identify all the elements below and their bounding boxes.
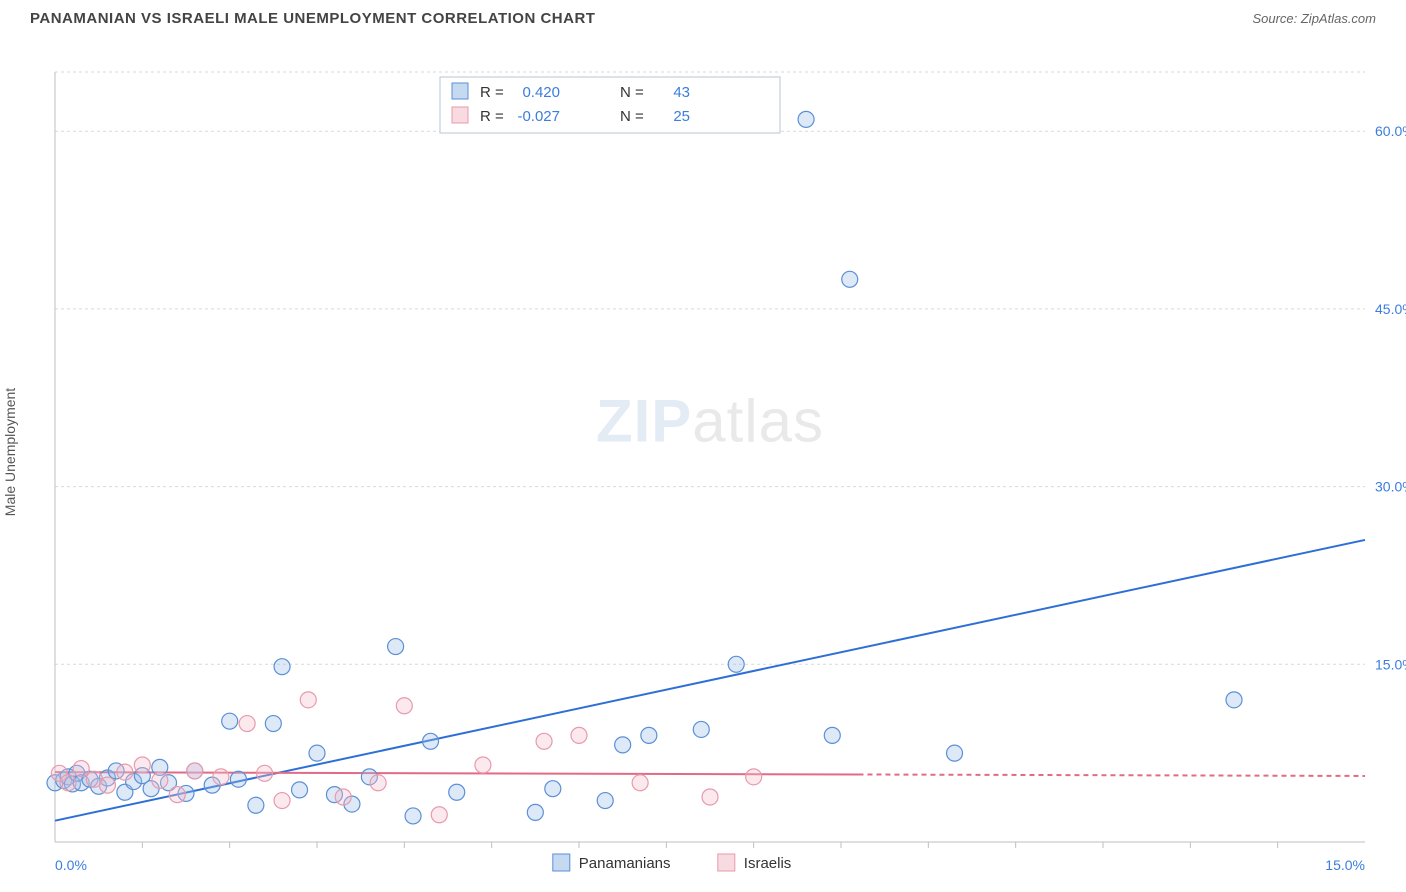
data-point (728, 656, 744, 672)
data-point (842, 271, 858, 287)
legend-n-value: 43 (673, 84, 690, 101)
data-point (388, 639, 404, 655)
chart-container: Male Unemployment ZIPatlas 15.0% 30.0% 45.0… (0, 27, 1406, 877)
data-point (73, 761, 89, 777)
data-point (169, 787, 185, 803)
data-point (615, 737, 631, 753)
y-axis-label: Male Unemployment (2, 388, 18, 516)
data-point (60, 775, 76, 791)
chart-title: PANAMANIAN VS ISRAELI MALE UNEMPLOYMENT … (30, 10, 595, 27)
legend-n-label: N = (620, 108, 644, 125)
data-point (239, 716, 255, 732)
y-tick-label: 45.0% (1375, 301, 1406, 317)
data-point (423, 733, 439, 749)
trend-line (55, 540, 1365, 821)
legend-swatch (718, 854, 735, 871)
data-point (431, 807, 447, 823)
data-point (335, 789, 351, 805)
legend-series-label: Panamanians (579, 855, 671, 872)
data-point (597, 793, 613, 809)
data-point (274, 793, 290, 809)
legend-r-label: R = (480, 84, 504, 101)
data-point (265, 716, 281, 732)
y-tick-label: 60.0% (1375, 123, 1406, 139)
data-point (222, 713, 238, 729)
legend-n-value: 25 (673, 108, 690, 125)
data-point (632, 775, 648, 791)
data-point (545, 781, 561, 797)
x-tick-label: 0.0% (55, 857, 87, 873)
data-point (134, 757, 150, 773)
x-tick-label: 15.0% (1325, 857, 1365, 873)
legend-swatch (452, 83, 468, 99)
data-point (571, 727, 587, 743)
legend-swatch (452, 107, 468, 123)
legend-r-value: -0.027 (517, 108, 560, 125)
source-label: Source: ZipAtlas.com (1252, 11, 1376, 26)
data-point (370, 775, 386, 791)
data-point (405, 808, 421, 824)
data-point (309, 745, 325, 761)
y-tick-label: 30.0% (1375, 479, 1406, 495)
data-point (475, 757, 491, 773)
trend-line-extrapolated (858, 774, 1365, 775)
data-point (798, 111, 814, 127)
legend-r-value: 0.420 (522, 84, 560, 101)
data-point (257, 765, 273, 781)
data-point (230, 771, 246, 787)
data-point (152, 772, 168, 788)
data-point (641, 727, 657, 743)
data-point (187, 763, 203, 779)
y-tick-label: 15.0% (1375, 656, 1406, 672)
data-point (274, 659, 290, 675)
data-point (248, 797, 264, 813)
header: PANAMANIAN VS ISRAELI MALE UNEMPLOYMENT … (0, 0, 1406, 27)
legend-swatch (553, 854, 570, 871)
data-point (99, 777, 115, 793)
data-point (702, 789, 718, 805)
data-point (693, 721, 709, 737)
data-point (527, 804, 543, 820)
data-point (117, 764, 133, 780)
data-point (396, 698, 412, 714)
legend-n-label: N = (620, 84, 644, 101)
scatter-chart: ZIPatlas 15.0% 30.0% 45.0% 60.0% 0.0% 15.0% R =… (0, 27, 1406, 877)
data-point (746, 769, 762, 785)
data-point (1226, 692, 1242, 708)
legend-r-label: R = (480, 108, 504, 125)
legend-series-label: Israelis (744, 855, 792, 872)
data-point (292, 782, 308, 798)
data-point (947, 745, 963, 761)
watermark: ZIPatlas (596, 388, 824, 455)
data-point (449, 784, 465, 800)
data-point (300, 692, 316, 708)
trend-line (55, 772, 858, 774)
data-point (536, 733, 552, 749)
data-point (213, 769, 229, 785)
data-point (824, 727, 840, 743)
